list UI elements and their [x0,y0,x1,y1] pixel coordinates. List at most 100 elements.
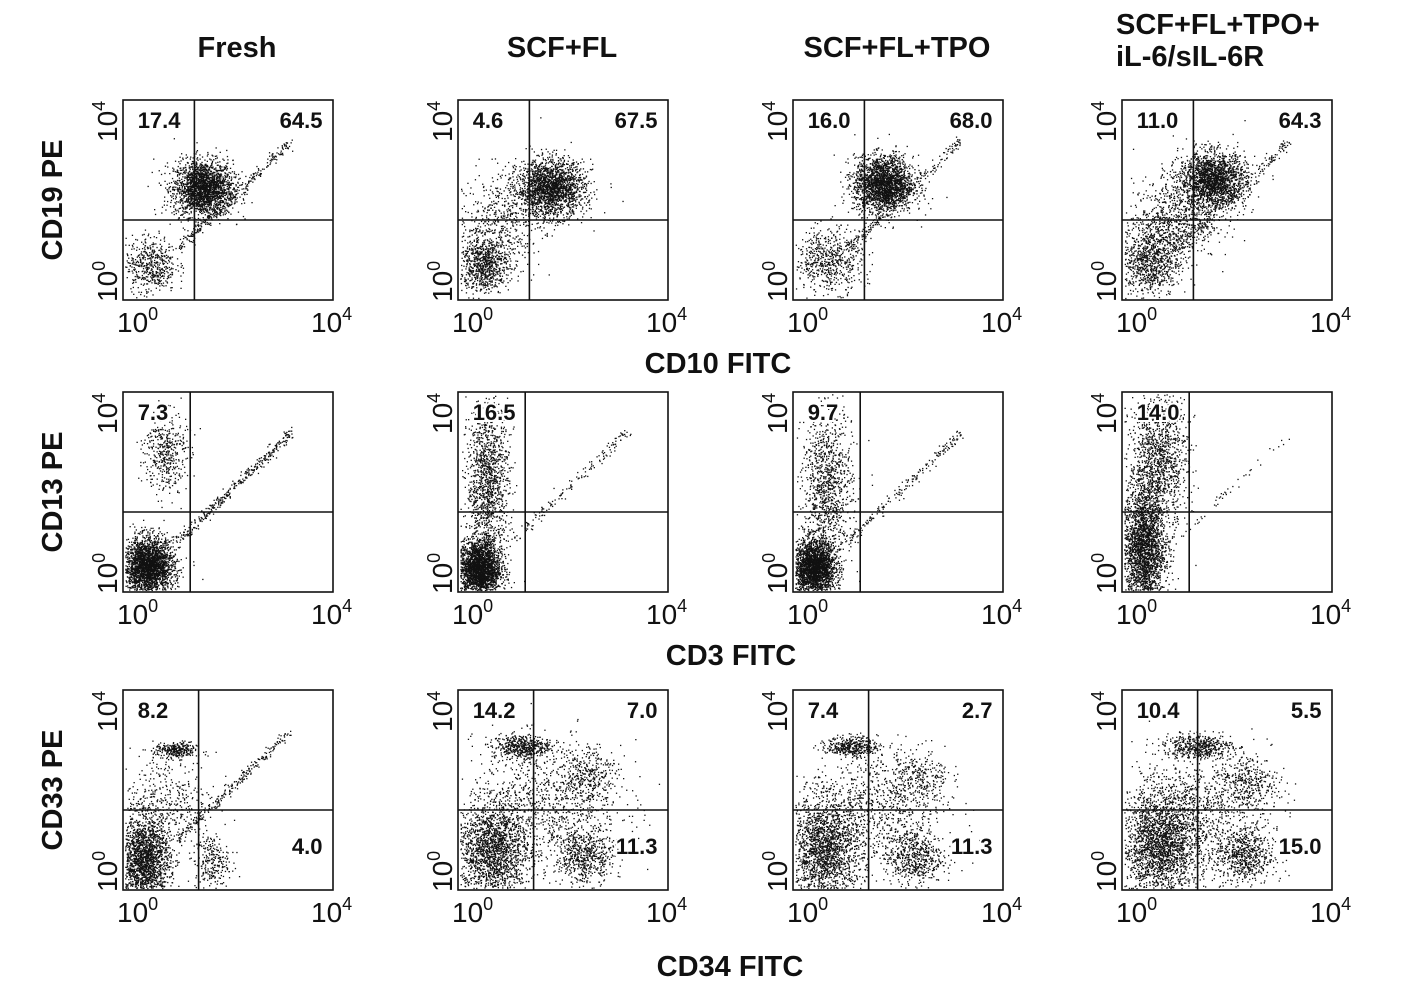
data-point [213,214,215,217]
data-point [218,170,220,172]
data-point [220,187,222,190]
data-point [561,183,563,185]
data-point [172,188,174,191]
data-point [184,229,186,231]
data-point [178,207,180,210]
data-point [161,212,163,214]
data-point [192,191,194,193]
data-point [166,257,168,259]
data-point [195,153,197,155]
data-point [211,178,213,180]
data-point [226,169,228,171]
data-point [558,166,560,168]
data-point [208,188,211,190]
data-point [580,222,583,224]
data-point [570,168,572,170]
data-point [554,210,556,213]
data-point [241,203,243,205]
data-point [567,169,569,171]
data-point [215,158,217,160]
data-point [187,196,189,199]
data-point [216,164,218,166]
data-point [212,208,214,210]
data-point [209,209,211,211]
data-point [207,184,209,186]
data-point [201,203,203,205]
data-point [173,180,175,182]
data-point [190,172,192,174]
data-point [132,258,134,260]
data-point [541,154,543,156]
data-point [145,276,147,278]
data-point [206,187,208,189]
data-point [203,195,205,197]
data-point [280,153,282,156]
data-point [537,176,539,178]
data-point [185,164,187,166]
data-point [194,173,196,176]
data-point [224,189,226,191]
data-point [186,185,188,187]
data-point [522,189,525,192]
data-point [191,203,193,205]
data-point [199,164,201,167]
data-point [247,185,249,187]
data-point [219,204,222,207]
data-point [209,199,211,201]
data-point [187,187,189,189]
data-point [213,204,215,207]
data-point [159,274,161,276]
data-point [514,168,516,170]
data-point [154,279,156,281]
data-point [159,271,161,273]
data-point [553,179,555,181]
data-point [210,198,212,200]
data-point [196,182,198,184]
data-point [224,167,226,169]
data-point [220,180,222,182]
data-point [567,194,569,197]
data-point [551,177,553,179]
data-point [152,275,154,277]
data-point [219,151,221,153]
data-point [175,269,177,271]
data-point [185,210,187,213]
data-point [212,176,214,178]
data-point [150,253,153,255]
data-point [236,190,238,192]
data-point [224,207,227,209]
data-point [146,262,148,265]
data-point [555,164,557,166]
data-point [190,190,193,192]
data-point [199,207,201,210]
data-point [196,142,198,144]
data-point [153,281,156,283]
data-point [202,187,205,189]
data-point [216,182,218,184]
data-point [146,271,148,273]
data-point [534,180,536,182]
data-point [175,183,177,185]
data-point [570,178,573,181]
data-point [211,190,213,193]
data-point [204,203,207,205]
data-point [545,170,548,172]
data-point [231,171,234,173]
data-point [130,254,132,256]
data-point [209,212,211,214]
data-point [187,183,190,185]
data-point [214,182,216,184]
data-point [570,141,572,144]
data-point [192,162,194,165]
data-point [215,194,217,197]
data-point [202,199,204,201]
data-point [211,160,214,162]
data-point [574,204,577,206]
data-point [158,264,160,266]
data-point [182,189,184,191]
data-point [198,195,200,197]
data-point [237,173,240,176]
data-point [538,171,540,173]
data-point [175,195,177,197]
